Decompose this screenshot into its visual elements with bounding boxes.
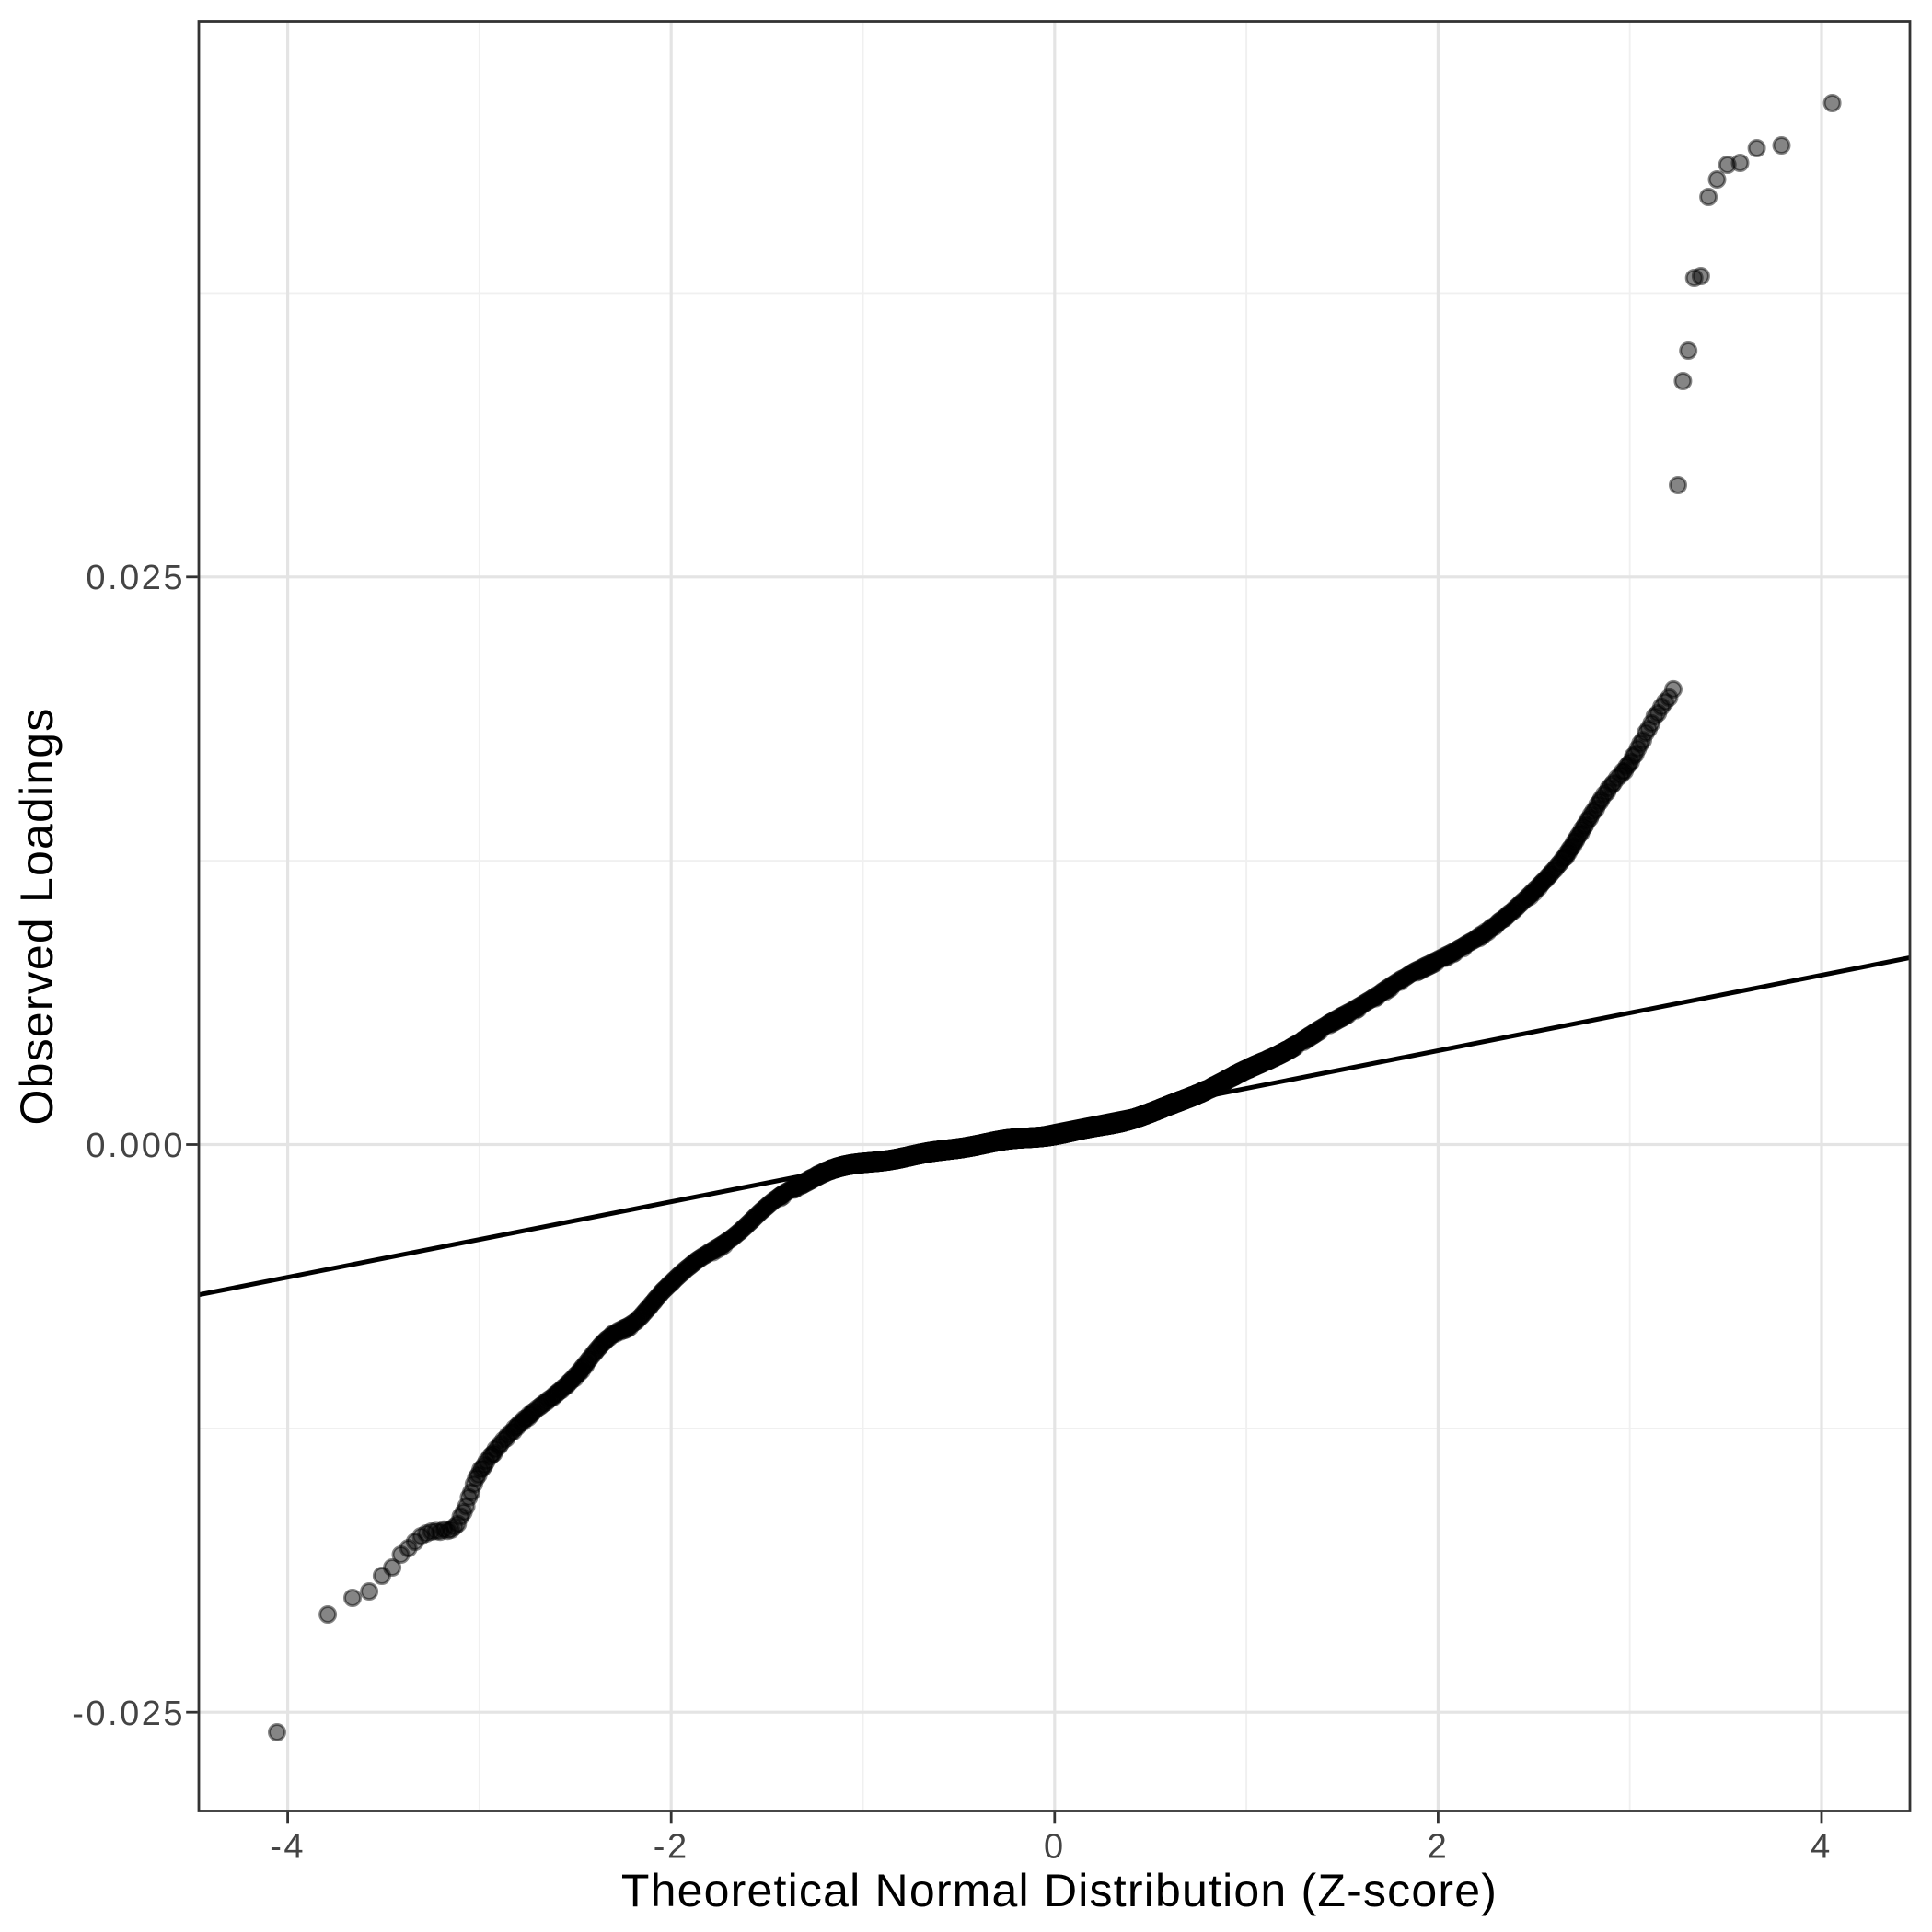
- svg-text:-0.025: -0.025: [72, 1695, 185, 1733]
- svg-text:Observed Loadings: Observed Loadings: [11, 707, 63, 1125]
- svg-text:Theoretical Normal Distributio: Theoretical Normal Distribution (Z-score…: [621, 1865, 1498, 1916]
- svg-text:2: 2: [1428, 1828, 1450, 1867]
- svg-text:-4: -4: [270, 1828, 306, 1867]
- svg-text:4: 4: [1811, 1828, 1833, 1867]
- svg-text:0.025: 0.025: [86, 559, 185, 597]
- svg-text:-2: -2: [654, 1828, 689, 1867]
- svg-text:0: 0: [1044, 1828, 1066, 1867]
- svg-text:0.000: 0.000: [86, 1127, 185, 1165]
